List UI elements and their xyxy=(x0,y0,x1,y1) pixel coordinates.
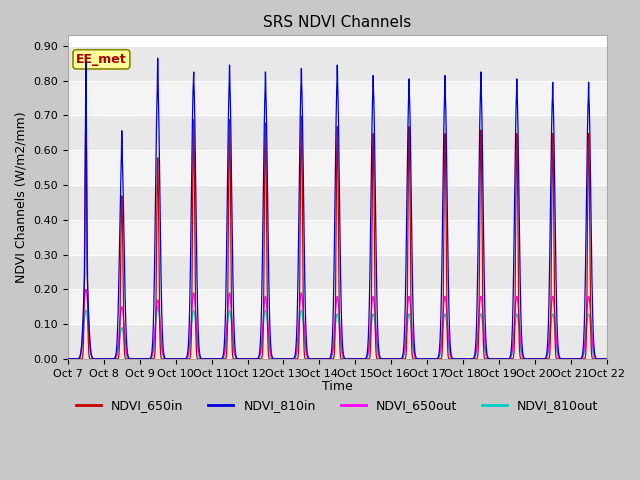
Text: EE_met: EE_met xyxy=(76,53,127,66)
Bar xyxy=(68,220,607,254)
NDVI_650out xyxy=(294,332,302,338)
NDVI_810out xyxy=(603,356,611,362)
Bar xyxy=(68,289,607,324)
NDVI_650in xyxy=(298,113,305,119)
Line: NDVI_810out: NDVI_810out xyxy=(68,307,607,359)
Bar xyxy=(68,185,607,220)
NDVI_810in xyxy=(534,356,542,362)
NDVI_650out xyxy=(603,356,611,362)
Bar xyxy=(68,254,607,289)
Legend: NDVI_650in, NDVI_810in, NDVI_650out, NDVI_810out: NDVI_650in, NDVI_810in, NDVI_650out, NDV… xyxy=(71,395,604,418)
NDVI_650out xyxy=(126,356,134,361)
NDVI_650out xyxy=(271,356,278,362)
Bar xyxy=(68,324,607,359)
NDVI_650in xyxy=(294,355,301,360)
X-axis label: Time: Time xyxy=(322,380,353,393)
Bar xyxy=(68,150,607,185)
NDVI_650in xyxy=(64,356,72,362)
NDVI_810out xyxy=(271,356,278,362)
NDVI_650out xyxy=(592,356,600,361)
NDVI_810out xyxy=(592,356,600,361)
NDVI_810in xyxy=(592,355,600,361)
NDVI_810out xyxy=(154,304,161,310)
NDVI_810out xyxy=(534,356,542,362)
NDVI_810in xyxy=(157,302,165,308)
Bar xyxy=(68,46,607,81)
Y-axis label: NDVI Channels (W/m2/mm): NDVI Channels (W/m2/mm) xyxy=(15,111,28,283)
NDVI_650in xyxy=(603,356,611,362)
NDVI_810out xyxy=(64,356,72,362)
NDVI_650in xyxy=(271,356,278,362)
Line: NDVI_650out: NDVI_650out xyxy=(68,289,607,359)
NDVI_810in xyxy=(603,356,611,362)
NDVI_650out xyxy=(157,341,165,347)
NDVI_810in xyxy=(271,356,278,362)
NDVI_650in xyxy=(157,356,165,361)
NDVI_810out xyxy=(125,356,133,361)
NDVI_650out xyxy=(64,356,72,362)
NDVI_810in xyxy=(154,55,162,61)
NDVI_650in xyxy=(125,356,133,362)
NDVI_650in xyxy=(592,356,600,362)
NDVI_810in xyxy=(125,356,133,361)
NDVI_810out xyxy=(157,343,165,348)
Line: NDVI_650in: NDVI_650in xyxy=(68,116,607,359)
NDVI_650in xyxy=(534,356,542,362)
Bar xyxy=(68,81,607,115)
NDVI_810out xyxy=(294,338,302,344)
NDVI_810in xyxy=(64,356,72,362)
NDVI_650out xyxy=(534,356,542,362)
Title: SRS NDVI Channels: SRS NDVI Channels xyxy=(263,15,412,30)
Bar xyxy=(68,115,607,150)
NDVI_810in xyxy=(294,272,302,278)
Line: NDVI_810in: NDVI_810in xyxy=(68,58,607,359)
NDVI_650out xyxy=(82,287,90,292)
